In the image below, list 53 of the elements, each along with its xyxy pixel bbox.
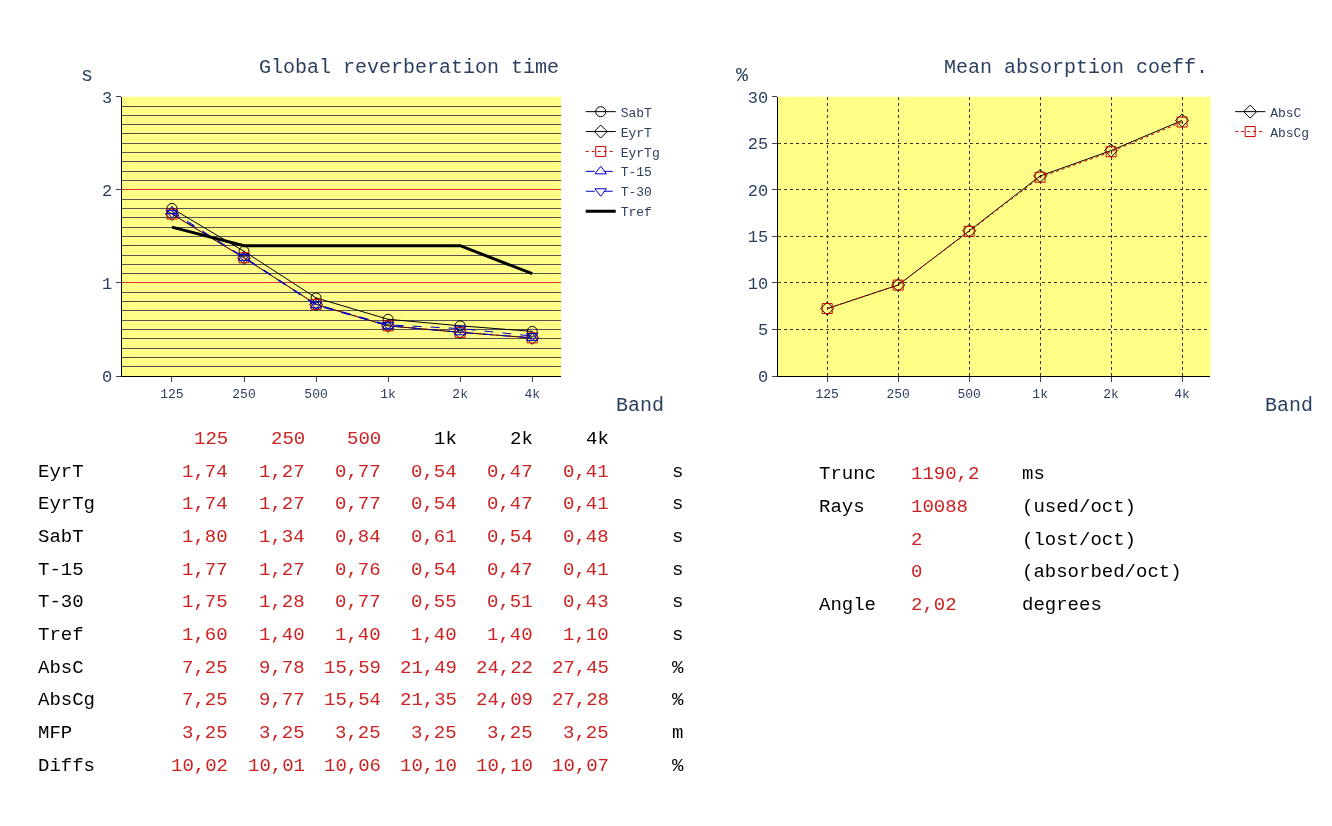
legend-label: SabT (620, 105, 653, 121)
x-tick-label: 250 (886, 386, 910, 402)
x-tick-label: 500 (304, 386, 328, 402)
legend-label: AbsC (1270, 105, 1302, 121)
y-axis-title: % (736, 64, 749, 87)
x-tick-label: 2k (1103, 386, 1120, 402)
y-tick-label: 10 (747, 274, 769, 294)
x-tick-label: 4k (1174, 386, 1191, 402)
legend-label: EyrTg (620, 145, 660, 161)
text: AbsC 7,25 9,78 15,59 21,49 24,22 27,45 % (38, 657, 684, 679)
y-tick-label: 30 (747, 88, 769, 108)
text: AbsCg 7,25 9,77 15,54 21,35 24,09 27,28 % (38, 689, 684, 711)
y-tick-label: 0 (101, 368, 113, 388)
legend-label: AbsCg (1270, 125, 1310, 141)
text: SabT 1,80 1,34 0,84 0,61 0,54 0,48 s (38, 526, 684, 548)
y-tick-label: 15 (747, 228, 769, 248)
x-axis-title: Band (1265, 394, 1314, 417)
text: Angle 2,02 degrees (819, 594, 1102, 616)
text: 2 (lost/oct) (911, 529, 1137, 551)
x-axis-title: Band (616, 394, 665, 417)
x-tick-label: 125 (160, 386, 184, 402)
x-tick-label: 1k (1032, 386, 1049, 402)
chart-title: Global reverberation time (259, 56, 560, 79)
y-tick-label: 5 (757, 321, 769, 341)
x-tick-label: 500 (957, 386, 981, 402)
legend-label: T-15 (620, 165, 652, 181)
text: T-30 1,75 1,28 0,77 0,55 0,51 0,43 s (38, 591, 684, 613)
text: MFP 3,25 3,25 3,25 3,25 3,25 3,25 m (38, 722, 684, 744)
text: Diffs 10,02 10,01 10,06 10,10 10,10 10,07 % (38, 755, 684, 777)
y-axis-title: s (81, 64, 94, 87)
legend-label: EyrT (620, 125, 653, 141)
text: 0 (absorbed/oct) (911, 561, 1182, 583)
y-tick-label: 0 (757, 368, 769, 388)
x-tick-label: 4k (524, 386, 541, 402)
chart-title: Mean absorption coeff. (944, 56, 1209, 79)
y-tick-label: 20 (747, 181, 769, 201)
y-tick-label: 3 (101, 88, 113, 108)
x-tick-label: 1k (380, 386, 397, 402)
x-tick-label: 125 (815, 386, 839, 402)
y-tick-label: 1 (101, 274, 113, 294)
y-tick-label: 2 (101, 181, 113, 201)
x-tick-label: 2k (452, 386, 469, 402)
legend-label: T-30 (620, 185, 652, 201)
text: EyrT 1,74 1,27 0,77 0,54 0,47 0,41 s (38, 461, 684, 483)
text: Trunc 1190,2 ms (819, 463, 1045, 485)
text: T-15 1,77 1,27 0,76 0,54 0,47 0,41 s (38, 559, 684, 581)
legend-label: Tref (620, 205, 652, 221)
text: Rays 10088 (used/oct) (819, 496, 1137, 518)
y-tick-label: 25 (747, 135, 769, 155)
text: EyrTg 1,74 1,27 0,77 0,54 0,47 0,41 s (38, 493, 684, 515)
text: 125 250 500 1k 2k 4k (194, 428, 609, 450)
text: Tref 1,60 1,40 1,40 1,40 1,40 1,10 s (38, 624, 684, 646)
x-tick-label: 250 (232, 386, 256, 402)
